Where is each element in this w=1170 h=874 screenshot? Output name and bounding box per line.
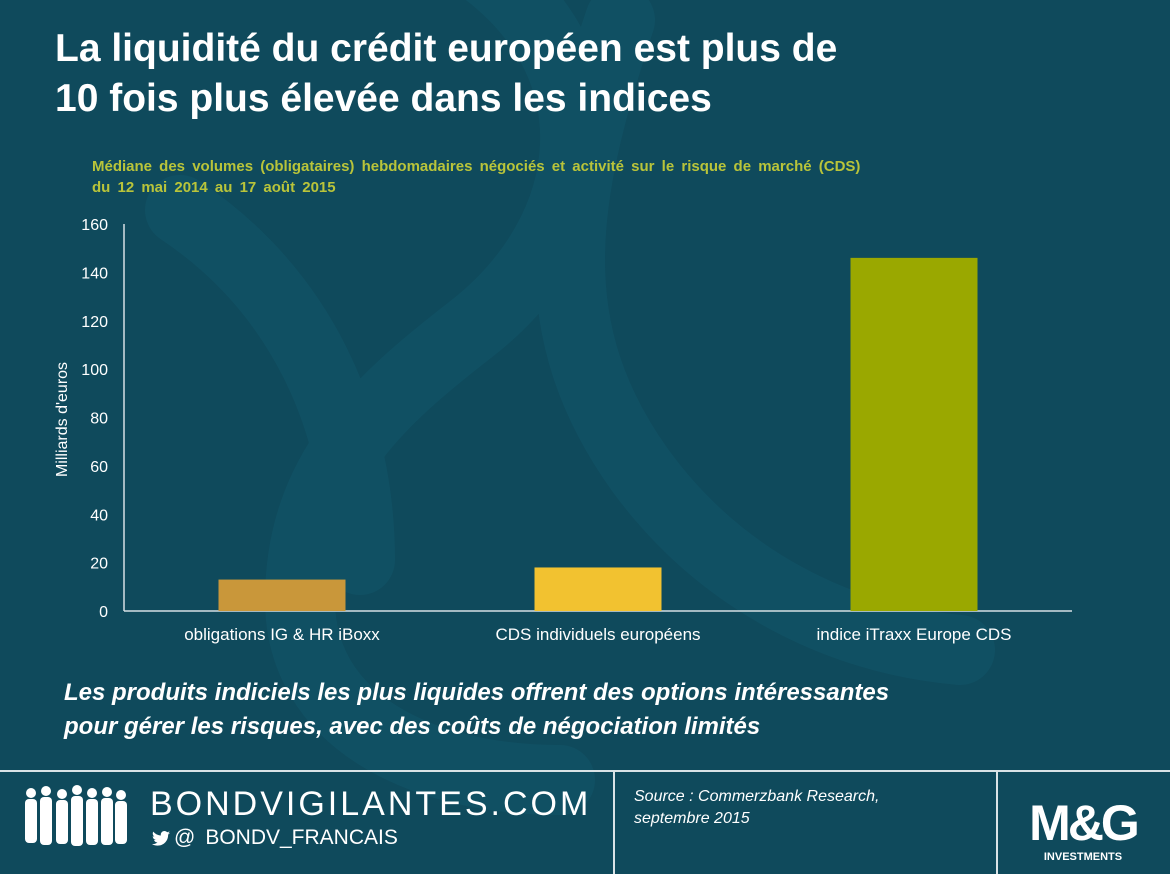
footer-divider <box>0 770 1170 772</box>
key-takeaway-line-2: pour gérer les risques, avec des coûts d… <box>64 713 761 740</box>
twitter-bird-icon <box>152 830 170 846</box>
people-silhouettes-icon <box>25 785 127 846</box>
y-tick-label: 40 <box>90 507 108 524</box>
key-takeaway-line-1: Les produits indiciels les plus liquides… <box>64 679 890 706</box>
bar <box>534 567 662 611</box>
key-takeaway: Les produits indiciels les plus liquides… <box>64 676 1134 744</box>
x-tick-label: CDS individuels européens <box>495 625 700 644</box>
y-tick-label: 100 <box>81 362 108 379</box>
y-tick-label: 80 <box>90 411 108 428</box>
source-line-1: Source : Commerzbank Research, <box>634 788 880 805</box>
chart-subtitle-line-1: Médiane des volumes (obligataires) hebdo… <box>92 158 861 175</box>
chart-subtitle-line-2: du 12 mai 2014 au 17 août 2015 <box>92 179 336 196</box>
source-line-2: septembre 2015 <box>634 810 750 827</box>
y-tick-label: 160 <box>81 217 108 234</box>
logo-text: M&G <box>1029 795 1137 851</box>
logo-subtext: INVESTMENTS <box>1044 851 1122 863</box>
source-note: Source : Commerzbank Research, septembre… <box>634 786 879 830</box>
page-title-line-1: La liquidité du crédit européen est plus… <box>55 27 838 70</box>
bar <box>850 257 978 611</box>
twitter-handle: @ BONDV_FRANCAIS <box>152 826 398 850</box>
bar <box>218 579 346 611</box>
chart-subtitle: Médiane des volumes (obligataires) hebdo… <box>92 156 1092 198</box>
y-tick-label: 0 <box>99 604 108 621</box>
handle-text: BONDV_FRANCAIS <box>205 826 398 849</box>
x-tick-label: obligations IG & HR iBoxx <box>184 625 380 644</box>
page-title: La liquidité du crédit européen est plus… <box>55 24 1105 124</box>
y-axis-label: Milliards d'euros <box>54 362 71 477</box>
site-name: BONDVIGILANTES.COM <box>150 785 592 823</box>
handle-at: @ <box>174 826 196 849</box>
footer-separator-left <box>613 772 615 874</box>
footer-separator-right <box>996 772 998 874</box>
bar-chart: 0 20 40 60 80 100 120 140 160 Milliards d'euros ob… <box>54 217 1072 644</box>
y-tick-label: 140 <box>81 265 108 282</box>
y-tick-label: 120 <box>81 314 108 331</box>
mg-logo: M&G INVESTMENTS <box>1029 795 1140 863</box>
y-tick-label: 20 <box>90 556 108 573</box>
page-title-line-2: 10 fois plus élevée dans les indices <box>55 77 712 120</box>
x-tick-label: indice iTraxx Europe CDS <box>817 625 1012 644</box>
y-tick-label: 60 <box>90 459 108 476</box>
